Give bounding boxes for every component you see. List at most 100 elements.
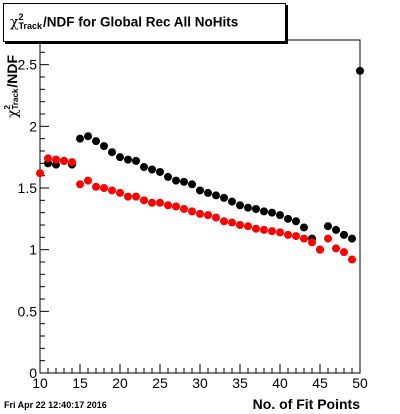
data-point: [132, 192, 140, 201]
chart-title-symbol: χ: [10, 14, 19, 31]
black-series: [44, 66, 364, 254]
data-point: [252, 224, 260, 233]
data-point: [300, 223, 308, 232]
data-point: [276, 228, 284, 237]
x-tick-label: 20: [112, 375, 128, 391]
data-point: [292, 217, 300, 226]
data-point: [356, 66, 364, 75]
x-tick-label: 45: [312, 375, 328, 391]
y-tick-label: 0.5: [18, 303, 38, 319]
plot-area-border: [39, 39, 361, 374]
data-point: [308, 238, 316, 247]
data-point: [324, 234, 332, 243]
data-point: [172, 202, 180, 211]
y-tick-label: 2.5: [18, 57, 38, 73]
data-point: [204, 211, 212, 220]
data-point: [220, 193, 228, 202]
data-point: [300, 234, 308, 243]
data-point: [332, 244, 340, 253]
y-axis-label-symbol: χ: [5, 109, 21, 118]
data-points: [36, 66, 364, 264]
data-point: [348, 255, 356, 264]
x-tick-label: 40: [272, 375, 288, 391]
data-point: [148, 198, 156, 207]
x-tick-label: 50: [352, 375, 368, 391]
y-tick-label: 0: [29, 365, 37, 381]
x-tick-label: 25: [152, 375, 168, 391]
data-point: [52, 155, 60, 164]
data-point: [260, 225, 268, 234]
chart-title-rest: /NDF for Global Rec All NoHits: [43, 14, 239, 30]
x-tick-label: 30: [192, 375, 208, 391]
data-point: [228, 197, 236, 206]
data-point: [108, 186, 116, 195]
chart-title-box: χ 2 Track/NDF for Global Rec All NoHits: [3, 3, 286, 42]
data-point: [276, 211, 284, 220]
data-point: [92, 137, 100, 146]
chart-title-superscript: 2: [18, 11, 24, 22]
data-point: [156, 167, 164, 176]
data-point: [348, 234, 356, 243]
data-point: [252, 204, 260, 213]
data-point: [44, 154, 52, 163]
chart-title-subscript: Track: [18, 20, 43, 31]
red-series: [36, 154, 356, 264]
data-point: [188, 207, 196, 216]
data-point: [60, 156, 68, 165]
data-point: [268, 208, 276, 217]
data-point: [164, 201, 172, 210]
data-point: [92, 182, 100, 191]
data-point: [100, 142, 108, 151]
data-point: [132, 156, 140, 165]
data-point: [76, 134, 84, 143]
data-point: [196, 186, 204, 195]
data-point: [124, 155, 132, 164]
data-point: [340, 230, 348, 239]
data-point: [284, 230, 292, 239]
data-point: [204, 188, 212, 197]
data-point: [196, 209, 204, 218]
data-point: [116, 188, 124, 197]
x-tick-label: 15: [72, 375, 88, 391]
data-point: [284, 214, 292, 223]
data-point: [236, 201, 244, 210]
data-point: [172, 176, 180, 185]
data-point: [244, 203, 252, 212]
data-point: [84, 176, 92, 185]
data-point: [108, 148, 116, 157]
x-tick-label: 35: [232, 375, 248, 391]
plot-frame: [39, 39, 361, 374]
data-point: [76, 180, 84, 189]
data-point: [148, 165, 156, 174]
data-point: [140, 163, 148, 172]
data-point: [292, 232, 300, 241]
y-axis-label-script: 2 Track: [3, 88, 21, 110]
chart-title-script: 2 Track: [18, 11, 43, 31]
data-point: [84, 132, 92, 141]
data-point: [324, 222, 332, 231]
y-tick-label: 2: [29, 118, 37, 134]
y-axis-label-subscript: Track: [11, 88, 21, 110]
x-tick-label: 10: [32, 375, 48, 391]
data-point: [36, 169, 44, 178]
data-point: [180, 204, 188, 213]
data-point: [212, 191, 220, 200]
data-point: [220, 217, 228, 226]
datestamp: Fri Apr 22 12:40:17 2016: [4, 400, 107, 410]
data-point: [268, 227, 276, 236]
data-point: [228, 218, 236, 227]
data-point: [332, 225, 340, 234]
data-point: [140, 196, 148, 205]
x-axis-label: No. of Fit Points: [252, 396, 360, 412]
y-tick-label: 1: [29, 242, 37, 258]
data-point: [244, 222, 252, 231]
data-point: [164, 172, 172, 181]
chart-title: χ 2 Track/NDF for Global Rec All NoHits: [10, 11, 239, 32]
data-point: [316, 245, 324, 254]
y-axis-label-rest: /NDF: [4, 54, 20, 88]
axis-tick-labels: 10 15 20 25 30 35 40 45 50 0 0.5 1 1.5 2 2.5: [18, 57, 368, 391]
axis-ticks: [39, 39, 361, 374]
data-point: [188, 180, 196, 189]
y-tick-label: 1.5: [18, 180, 38, 196]
